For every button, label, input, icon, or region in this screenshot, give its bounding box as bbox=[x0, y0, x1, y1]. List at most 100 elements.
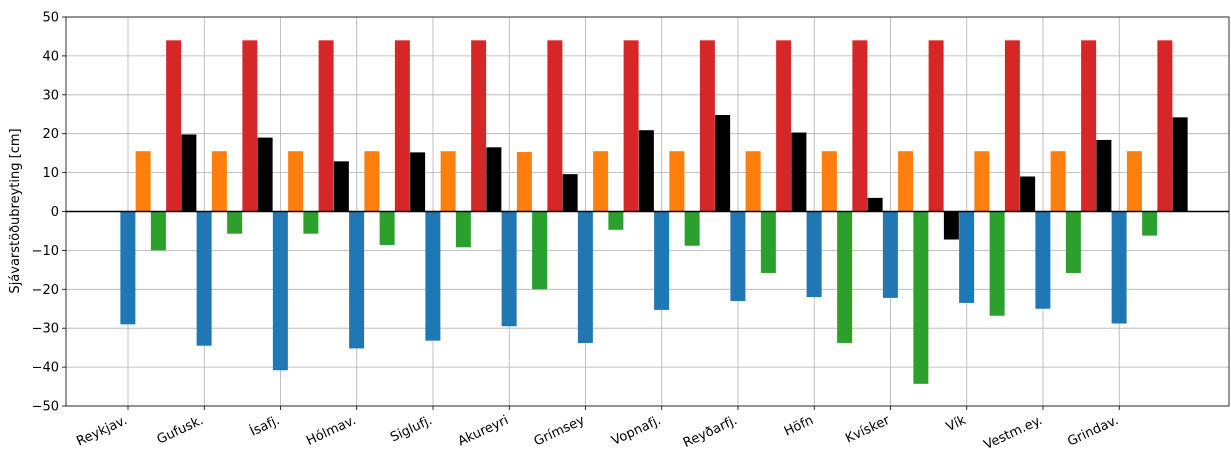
y-tick-label: 30 bbox=[42, 88, 59, 103]
y-tick-label: −40 bbox=[32, 361, 59, 376]
bar bbox=[318, 40, 334, 212]
y-tick-label: 0 bbox=[51, 205, 59, 220]
bar bbox=[562, 174, 578, 212]
bar bbox=[150, 211, 166, 251]
x-tick-label: Höfn bbox=[782, 413, 816, 440]
bar bbox=[1020, 176, 1036, 212]
bar bbox=[516, 151, 532, 212]
bar bbox=[913, 211, 929, 384]
bar bbox=[989, 211, 1005, 316]
axes bbox=[62, 16, 1230, 410]
bar bbox=[1004, 40, 1020, 212]
bar bbox=[684, 211, 700, 246]
bars bbox=[120, 40, 1188, 384]
bar bbox=[379, 211, 395, 245]
y-tick-label: −10 bbox=[32, 244, 59, 259]
y-tick-label: 20 bbox=[42, 127, 59, 142]
bar bbox=[852, 40, 868, 212]
bar bbox=[1050, 151, 1066, 212]
bar bbox=[211, 151, 227, 212]
bar bbox=[730, 211, 746, 301]
bar bbox=[1035, 211, 1051, 309]
bar bbox=[288, 151, 304, 212]
x-tick-label: Vestm.ey. bbox=[982, 413, 1045, 453]
x-tick-label: Reyðarfj. bbox=[681, 413, 740, 451]
bar bbox=[227, 211, 243, 234]
bar bbox=[257, 137, 273, 212]
bar bbox=[669, 151, 685, 212]
x-tick-label: Reykjav. bbox=[74, 413, 129, 449]
bar bbox=[1126, 151, 1142, 212]
bar bbox=[303, 211, 319, 234]
bar bbox=[120, 211, 136, 325]
bar bbox=[623, 40, 639, 212]
bar bbox=[882, 211, 898, 298]
bar bbox=[547, 40, 563, 212]
bar bbox=[1157, 40, 1173, 212]
bar bbox=[608, 211, 624, 230]
bar bbox=[806, 211, 822, 298]
x-tick-label: Ísafj. bbox=[247, 412, 282, 440]
bar bbox=[455, 211, 471, 248]
bar bbox=[654, 211, 670, 310]
y-axis-label: Sjávarstöðubreyting [cm] bbox=[8, 128, 23, 293]
bar bbox=[394, 40, 410, 212]
plot-frame bbox=[65, 16, 1230, 407]
y-tick-label: −20 bbox=[32, 283, 59, 298]
bar bbox=[943, 211, 959, 240]
bar bbox=[1065, 211, 1081, 273]
x-tick-label: Kvísker bbox=[843, 413, 893, 447]
bar bbox=[928, 40, 944, 212]
y-tick-label: 50 bbox=[42, 11, 59, 26]
bar bbox=[867, 197, 883, 212]
bar bbox=[272, 211, 288, 371]
bar bbox=[440, 151, 456, 212]
bar bbox=[501, 211, 517, 327]
bar bbox=[1096, 139, 1112, 212]
bar bbox=[242, 40, 258, 212]
bar bbox=[364, 151, 380, 212]
bar bbox=[196, 211, 212, 346]
x-tick-label: Siglufj. bbox=[388, 413, 434, 445]
bar bbox=[699, 40, 715, 212]
x-tick-label: Vopnafj. bbox=[609, 413, 663, 449]
x-tick-label: Grindav. bbox=[1065, 413, 1121, 450]
bar bbox=[837, 211, 853, 343]
bar bbox=[1081, 40, 1097, 212]
bar bbox=[1172, 117, 1188, 212]
bar bbox=[898, 151, 914, 212]
bar bbox=[974, 151, 990, 212]
bar bbox=[349, 211, 365, 349]
x-tick-label: Hólmav. bbox=[304, 413, 358, 449]
bar bbox=[638, 130, 654, 212]
y-tick-label: 10 bbox=[42, 166, 59, 181]
bar bbox=[776, 40, 792, 212]
bar bbox=[1142, 211, 1158, 236]
bar bbox=[593, 151, 609, 212]
bar bbox=[959, 211, 975, 303]
bar bbox=[791, 132, 807, 212]
bar bbox=[745, 151, 761, 212]
bar bbox=[333, 161, 349, 212]
bar bbox=[821, 151, 837, 212]
x-tick-label: Gufusk. bbox=[155, 413, 206, 448]
bar bbox=[486, 147, 502, 212]
bar bbox=[471, 40, 487, 212]
x-tick-label: Grímsey bbox=[532, 413, 588, 450]
bar bbox=[760, 211, 776, 273]
x-tick-label: Vík bbox=[944, 413, 969, 435]
bar bbox=[135, 151, 151, 212]
y-tick-label: 40 bbox=[42, 49, 59, 64]
x-tick-label: Akureyri bbox=[456, 413, 511, 449]
bar bbox=[577, 211, 593, 343]
bar bbox=[532, 211, 548, 290]
bar bbox=[1111, 211, 1127, 324]
bar bbox=[715, 115, 731, 212]
bar bbox=[425, 211, 441, 341]
y-tick-label: −50 bbox=[32, 400, 59, 415]
y-tick-label: −30 bbox=[32, 322, 59, 337]
bar bbox=[181, 134, 197, 212]
bar bbox=[410, 152, 426, 212]
bar bbox=[166, 40, 182, 212]
